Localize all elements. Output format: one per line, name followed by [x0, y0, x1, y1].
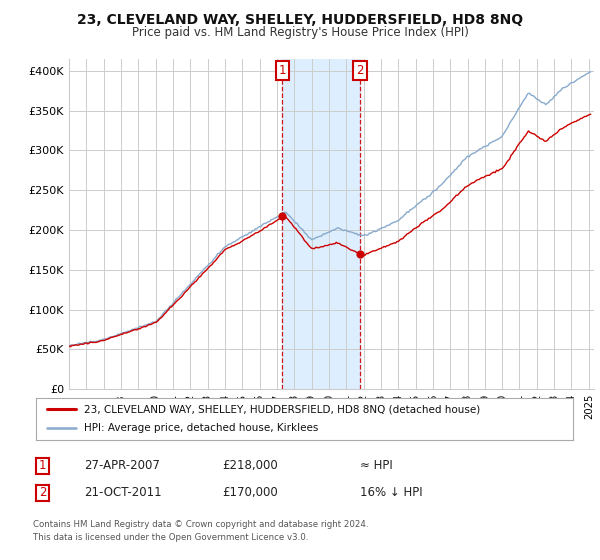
Text: ≈ HPI: ≈ HPI — [360, 459, 393, 473]
Bar — [283, 59, 360, 389]
Text: HPI: Average price, detached house, Kirklees: HPI: Average price, detached house, Kirk… — [85, 423, 319, 433]
Text: 2: 2 — [356, 64, 364, 77]
Text: 16% ↓ HPI: 16% ↓ HPI — [360, 486, 422, 500]
Text: £170,000: £170,000 — [222, 486, 278, 500]
Text: 1: 1 — [279, 64, 286, 77]
Point — [278, 211, 287, 220]
Text: 23, CLEVELAND WAY, SHELLEY, HUDDERSFIELD, HD8 8NQ: 23, CLEVELAND WAY, SHELLEY, HUDDERSFIELD… — [77, 13, 523, 27]
Text: 23, CLEVELAND WAY, SHELLEY, HUDDERSFIELD, HD8 8NQ (detached house): 23, CLEVELAND WAY, SHELLEY, HUDDERSFIELD… — [85, 404, 481, 414]
Text: 27-APR-2007: 27-APR-2007 — [84, 459, 160, 473]
Text: Contains HM Land Registry data © Crown copyright and database right 2024.
This d: Contains HM Land Registry data © Crown c… — [33, 520, 368, 542]
Text: 21-OCT-2011: 21-OCT-2011 — [84, 486, 161, 500]
Point — [355, 249, 365, 258]
Text: 2: 2 — [39, 486, 46, 500]
Text: £218,000: £218,000 — [222, 459, 278, 473]
Text: Price paid vs. HM Land Registry's House Price Index (HPI): Price paid vs. HM Land Registry's House … — [131, 26, 469, 39]
Text: 1: 1 — [39, 459, 46, 473]
